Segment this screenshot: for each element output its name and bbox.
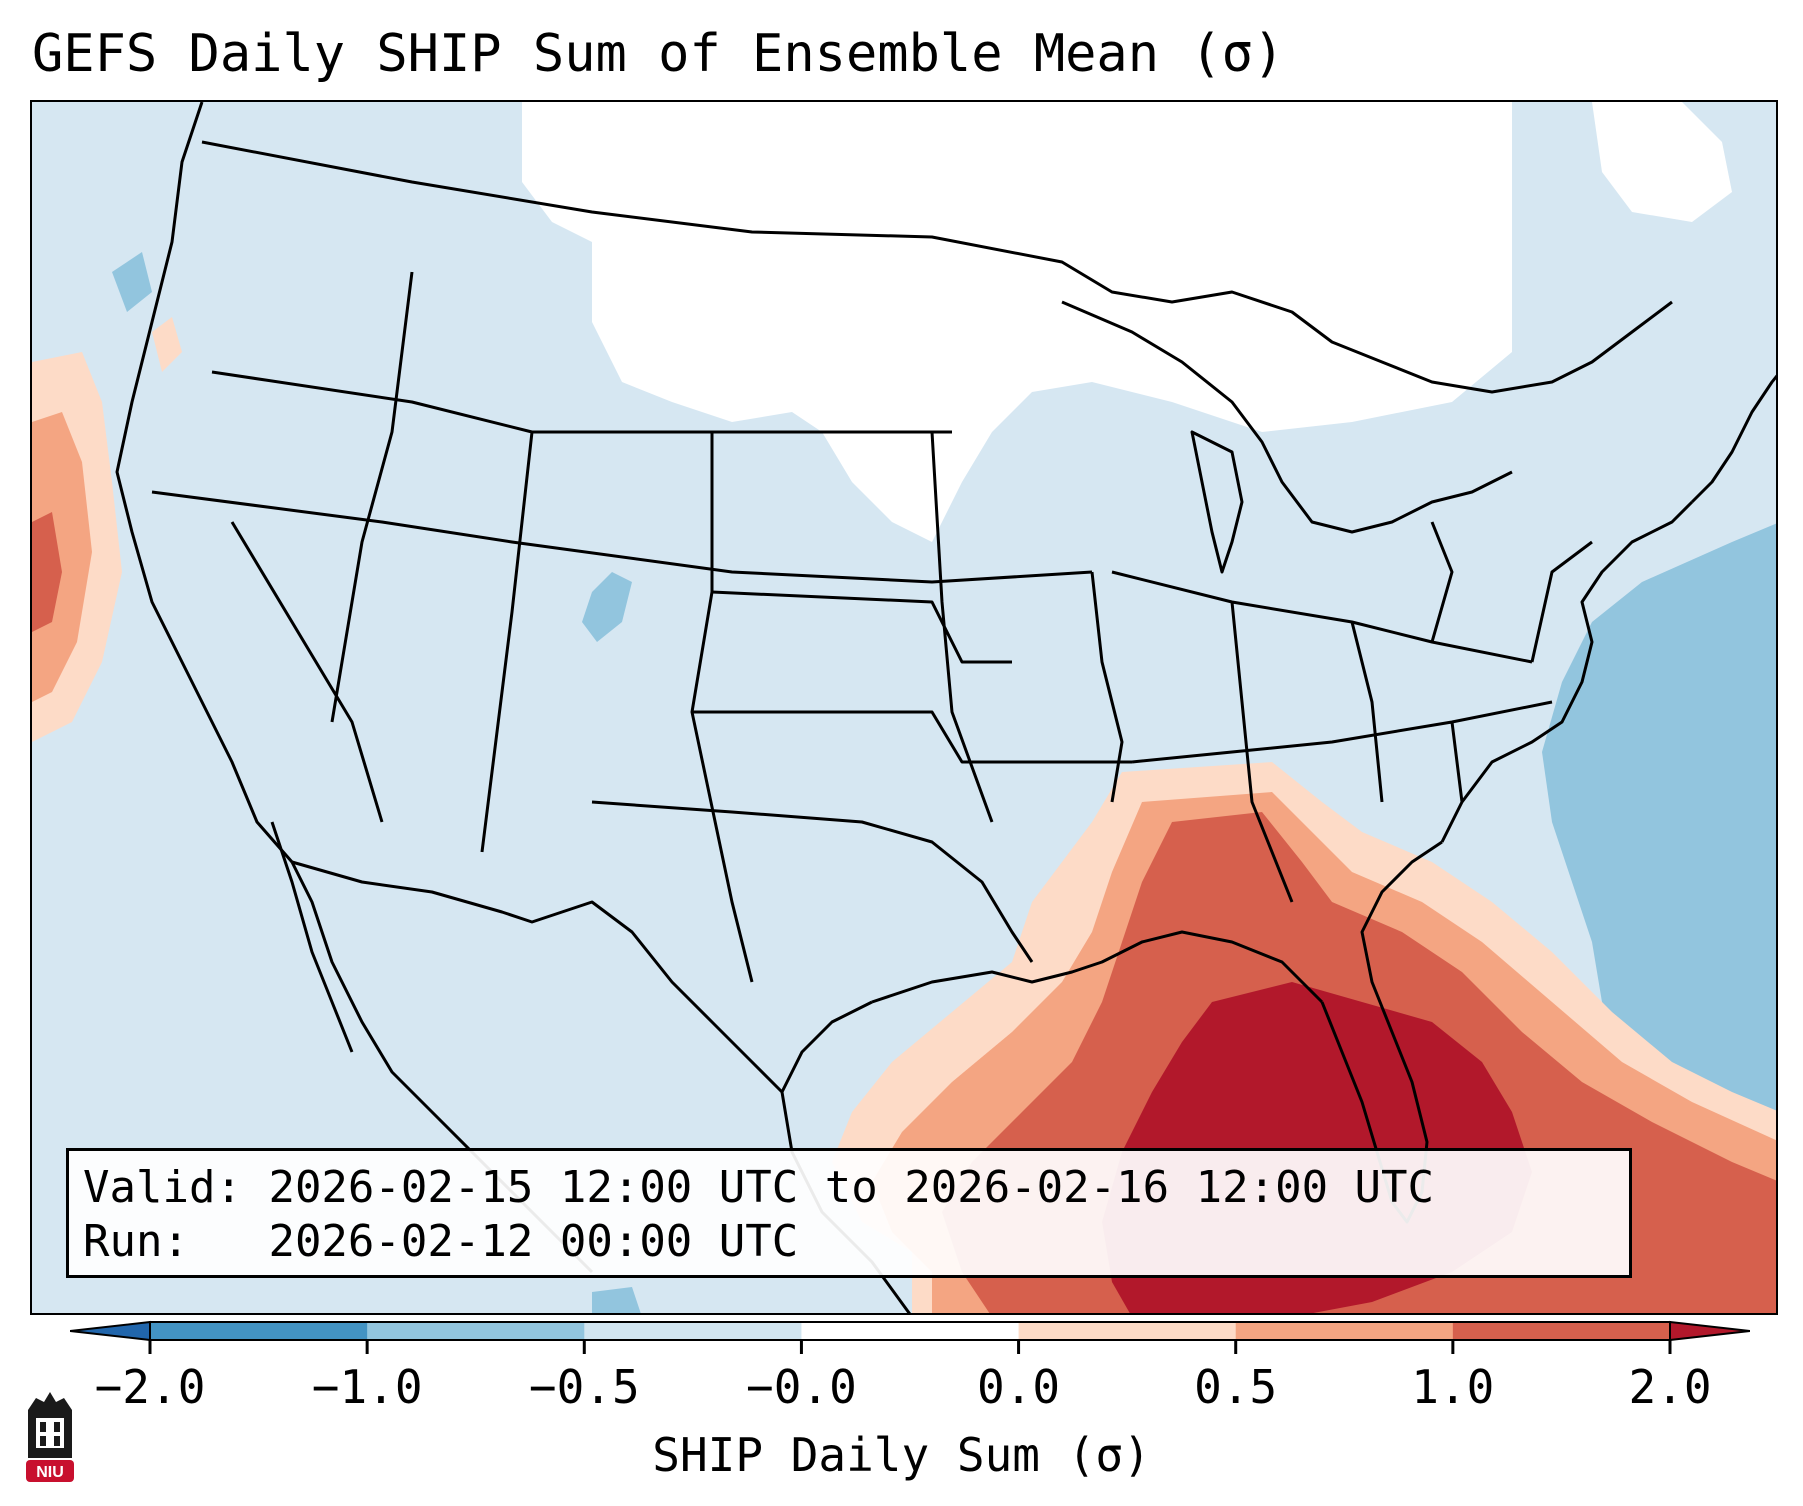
colorbar-label: SHIP Daily Sum (σ) [652, 1428, 1151, 1482]
colorbar-extend-high [1669, 1320, 1750, 1342]
west-coast [115, 102, 294, 863]
map-panel[interactable] [30, 100, 1778, 1315]
colorbar-tick-label: 2.0 [1628, 1360, 1712, 1414]
us-canada-border [201, 140, 1673, 394]
colorbar-tick-label: −1.0 [311, 1360, 423, 1414]
niu-logo: NIU [26, 1392, 74, 1482]
colorbar-bin [801, 1322, 1020, 1340]
colorbar-border [149, 1321, 1671, 1341]
valid-row: Valid: 2026-02-15 12:00 UTC to 2026-02-1… [83, 1161, 1615, 1215]
chart-title: GEFS Daily SHIP Sum of Ensemble Mean (σ) [32, 24, 1285, 84]
state-lines-east [1111, 521, 1593, 903]
colorbar [70, 1320, 1750, 1354]
us-mexico-border [291, 860, 784, 1094]
new-england-coast [1690, 374, 1776, 504]
atlantic-coast [1440, 500, 1694, 843]
logo-text: NIU [36, 1464, 64, 1481]
state-lines-west [151, 271, 1093, 983]
colorbar-bin [150, 1322, 368, 1340]
texas-louisiana-coast [871, 930, 1324, 1004]
colorbar-extend-low [70, 1320, 151, 1342]
valid-value: 2026-02-15 12:00 UTC to 2026-02-16 12:00… [268, 1162, 1435, 1213]
valid-label: Valid: [83, 1162, 242, 1213]
map-canvas [32, 102, 1776, 1313]
colorbar-bin [1452, 1322, 1671, 1340]
baja-peninsula [270, 821, 354, 1053]
run-label: Run: [83, 1216, 189, 1267]
colorbar-tick-label: −0.5 [528, 1360, 640, 1414]
colorbar-tick-label: 0.5 [1194, 1360, 1278, 1414]
colorbar-bin [1235, 1322, 1454, 1340]
colorbar-tick-label: −0.0 [746, 1360, 857, 1414]
colorbar-tick-label: 1.0 [1411, 1360, 1495, 1414]
great-lakes-outline [1061, 300, 1513, 534]
validity-info-box: Valid: 2026-02-15 12:00 UTC to 2026-02-1… [66, 1148, 1632, 1278]
state-lines-central [591, 431, 1132, 963]
lake-michigan [1190, 430, 1244, 574]
colorbar-bin [367, 1322, 585, 1340]
run-value: 2026-02-12 00:00 UTC [268, 1216, 799, 1267]
neutral-field [522, 102, 1732, 542]
colorbar-bin [1018, 1322, 1237, 1340]
colorbar-tick-label: 0.0 [977, 1360, 1061, 1414]
florida-peninsula [1320, 840, 1443, 1224]
run-row: Run: 2026-02-12 00:00 UTC [83, 1215, 1615, 1269]
colorbar-tick-label: −2.0 [94, 1360, 206, 1414]
colorbar-bin [584, 1322, 802, 1340]
